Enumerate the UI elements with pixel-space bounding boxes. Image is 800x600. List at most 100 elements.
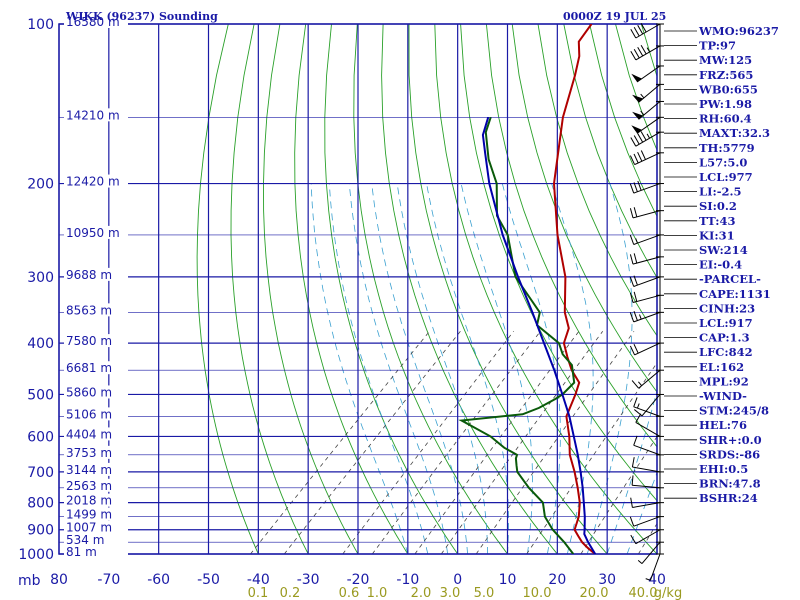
wind-barb	[629, 275, 661, 287]
wind-barb-flag	[640, 45, 647, 55]
temperature-labels: 80 -70 -60 -50 -40 -30 -20 -10 0 10 20 30 40	[50, 572, 666, 588]
height-label: 9688 m	[66, 268, 112, 282]
wind-barb	[629, 291, 661, 303]
height-label: 16580 m	[66, 15, 120, 29]
temperature-label: 20	[548, 572, 566, 588]
wind-barb-flag	[633, 153, 639, 164]
height-labels: 16580 m 14210 m 12420 m 10950 m 9688 m 8563 m…	[64, 15, 128, 559]
index-value: BRN:47.8	[699, 477, 761, 491]
wind-barb-flag	[637, 151, 643, 162]
index-value: EI:-0.4	[699, 258, 742, 272]
height-label: 81 m	[66, 545, 97, 559]
temperature-label: 10	[499, 572, 517, 588]
height-label-bg	[64, 462, 128, 476]
chart-title: WIKK (96237) Sounding	[65, 10, 218, 23]
pressure-label: 600	[27, 429, 54, 445]
height-label: 10950 m	[66, 226, 120, 240]
index-value: TH:5779	[699, 141, 755, 155]
index-value: RH:60.4	[699, 112, 752, 126]
height-label-bg	[64, 225, 128, 239]
moist-adiabat	[586, 183, 633, 554]
wind-barb-flag	[633, 135, 640, 145]
index-value: L57:5.0	[699, 155, 747, 169]
dry-adiabat	[324, 24, 459, 554]
wind-barb-staff	[633, 183, 661, 194]
mixing-ratio-labels: 0.1 0.2 0.6 1.0 2.0 3.0 5.0 10.0 20.0 40.0g/kg	[248, 586, 683, 600]
wind-barb-pennant	[632, 94, 644, 103]
wind-barb-halfflag	[638, 381, 642, 386]
index-value: LFC:842	[699, 345, 753, 359]
wind-barb-staff	[638, 101, 661, 120]
mixing-ratio-label: 20.0	[580, 586, 609, 600]
wind-barb-flag	[633, 409, 643, 417]
temperature-label: 80	[50, 572, 68, 588]
wind-barb-staff	[638, 369, 661, 389]
wind-barb-flag	[629, 254, 634, 265]
height-label-bg	[64, 445, 128, 459]
pressure-label: 800	[27, 496, 54, 512]
mixing-ratio-line	[371, 331, 541, 554]
indices-panel: WMO:96237TP:97MW:125FRZ:565WB0:655PW:1.9…	[664, 24, 779, 505]
wind-barb-flag	[629, 276, 635, 287]
wind-barb-staff	[649, 553, 661, 581]
wind-barb-flag	[640, 23, 647, 33]
wind-barb-pennant	[631, 125, 642, 134]
wind-barb-staff	[632, 484, 661, 489]
pressure-label: 1000	[18, 547, 54, 563]
wind-barb-flag	[629, 312, 635, 323]
wind-barb-flag	[631, 380, 639, 389]
wind-barb-flag	[637, 47, 644, 57]
wind-barb-flag	[640, 131, 647, 141]
index-value: TT:43	[699, 214, 736, 228]
mixing-ratio-label: 5.0	[474, 586, 495, 600]
wind-barb-flag	[635, 413, 642, 423]
mixing-ratio-label: 10.0	[523, 586, 552, 600]
height-label-bg	[64, 507, 128, 521]
index-value: WB0:655	[698, 82, 758, 96]
wind-barb-flag	[633, 182, 638, 192]
wind-barb	[629, 150, 661, 166]
wind-barb-flag	[631, 457, 635, 468]
wind-barb	[629, 342, 661, 356]
height-label: 2018 m	[66, 494, 112, 508]
index-value: -PARCEL-	[699, 272, 761, 286]
pressure-label: 200	[27, 177, 54, 193]
temperature-label: -40	[247, 572, 270, 588]
wind-barb-flag	[630, 137, 637, 147]
wind-barb	[629, 311, 661, 323]
height-label-bg	[64, 533, 128, 547]
plot-frame	[58, 23, 658, 555]
temperature-label: -60	[147, 572, 170, 588]
moist-adiabat	[460, 183, 533, 554]
height-label: 5106 m	[66, 407, 112, 421]
wind-barb-flag	[633, 207, 638, 218]
height-label: 3753 m	[66, 446, 112, 460]
mixing-ratio-line	[440, 331, 604, 554]
wind-barb	[631, 369, 661, 389]
wind-barb	[629, 516, 661, 527]
wind-barb-staff	[635, 45, 661, 61]
mixing-ratio-label: 3.0	[440, 586, 461, 600]
wind-barb-halfflag	[636, 403, 640, 409]
height-label: 2563 m	[66, 479, 112, 493]
pressure-labels: 100 200 300 400 500 600 700 800 900 1000	[18, 17, 54, 563]
wind-barb	[645, 553, 661, 581]
index-value: MPL:92	[699, 374, 749, 388]
series-dewpoint	[458, 116, 576, 554]
wind-barb	[630, 45, 661, 61]
chart-datetime: 0000Z 19 JUL 25	[563, 10, 666, 23]
wind-barb-flag	[630, 497, 633, 508]
wind-barb-staff	[632, 210, 661, 219]
height-label-bg	[64, 427, 128, 441]
height-label-bg	[64, 267, 128, 281]
wind-barb-staff	[634, 342, 661, 356]
wind-barb-staff	[635, 131, 661, 147]
height-label: 14210 m	[66, 108, 120, 122]
wind-barb-flag	[633, 49, 640, 59]
wind-barb	[632, 84, 661, 103]
height-label-bg	[64, 15, 128, 28]
pressure-label: 100	[27, 17, 54, 33]
mixing-ratio-line	[283, 331, 461, 554]
wind-barb-flag	[633, 435, 638, 446]
mixing-ratio-label: 0.2	[280, 586, 301, 600]
